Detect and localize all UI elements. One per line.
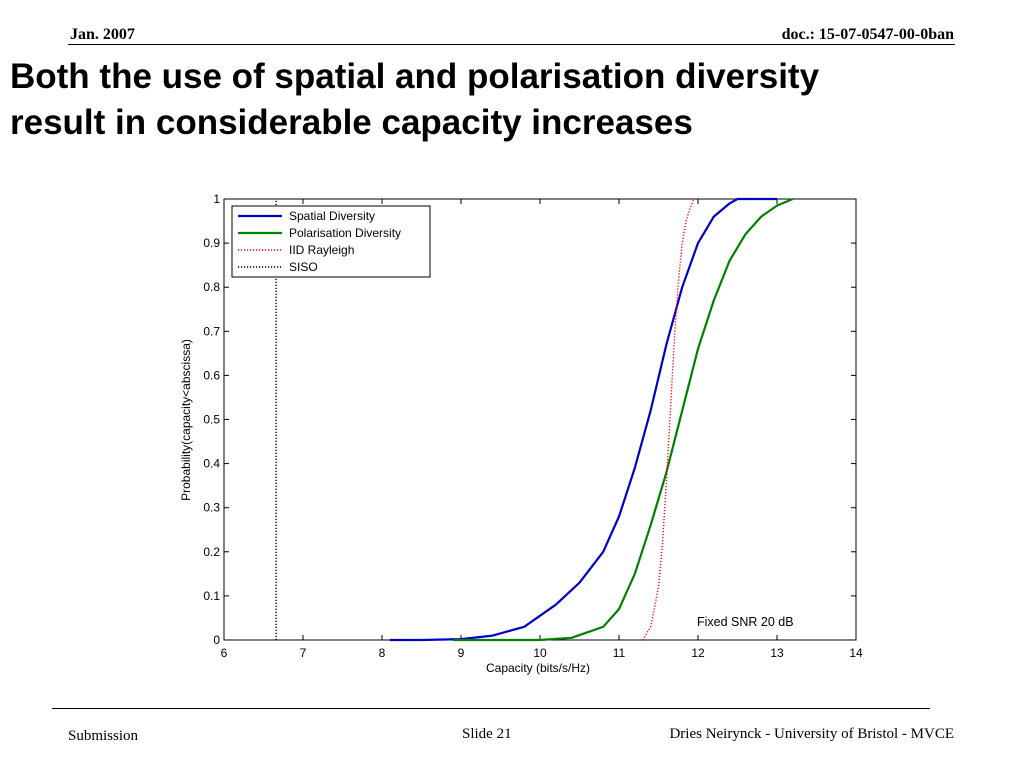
header-date: Jan. 2007	[70, 26, 135, 43]
header-rule	[68, 44, 955, 45]
x-tick-label: 12	[691, 646, 705, 660]
footer-submission: Submission	[68, 728, 139, 744]
y-tick-label: 0.5	[203, 413, 220, 427]
axis-ticks: 6 7 8 9 10 11 12 13 14 0 0.1 0.2 0.3 0.4 0.5 0.6 0.7 0.8 0…	[203, 192, 863, 660]
legend-entry: SISO	[289, 260, 318, 274]
legend-entry: Polarisation Diversity	[289, 226, 401, 240]
series-line-polarisation-diversity	[453, 197, 794, 642]
x-tick-label: 8	[379, 646, 386, 660]
x-tick-label: 13	[770, 646, 784, 660]
y-axis-label: Probability(capacity<abscissa)	[179, 339, 193, 501]
x-tick-label: 9	[458, 646, 465, 660]
x-tick-label: 14	[849, 646, 863, 660]
y-tick-label: 0.4	[203, 457, 220, 471]
y-tick-label: 0.1	[203, 589, 220, 603]
series-line-iid-rayleigh	[642, 198, 695, 641]
legend-entry: IID Rayleigh	[289, 243, 354, 257]
y-tick-label: 0.7	[203, 324, 220, 338]
legend-entry: Spatial Diversity	[289, 209, 375, 223]
snr-annotation: Fixed SNR 20 dB	[697, 615, 794, 629]
series-layer	[275, 197, 794, 642]
x-tick-label: 10	[533, 646, 547, 660]
x-tick-label: 11	[613, 646, 626, 660]
y-tick-label: 0.3	[203, 501, 220, 515]
slide-title-line-2: result in considerable capacity increase…	[10, 103, 693, 142]
y-tick-label: 1	[213, 192, 220, 206]
footer-rule	[52, 708, 930, 709]
y-tick-label: 0.9	[203, 236, 220, 250]
y-tick-label: 0.2	[203, 545, 220, 559]
x-tick-label: 6	[221, 646, 228, 660]
header-doc-id: doc.: 15-07-0547-00-0ban	[781, 26, 954, 43]
footer-author: Dries Neirynck - University of Bristol -…	[669, 726, 954, 742]
legend: Spatial Diversity Polarisation Diversity I…	[231, 205, 431, 278]
x-axis-label: Capacity (bits/s/Hz)	[486, 661, 590, 675]
x-tick-label: 7	[300, 646, 307, 660]
legend-box	[231, 205, 431, 278]
slide-title: Both the use of spatial and polarisation…	[10, 54, 1010, 146]
y-tick-label: 0.8	[203, 280, 220, 294]
y-tick-label: 0	[213, 633, 220, 647]
series-line-spatial-diversity	[389, 197, 777, 642]
y-tick-label: 0.6	[203, 368, 220, 382]
footer-slide-number: Slide 21	[462, 726, 512, 742]
slide-title-line-1: Both the use of spatial and polarisation…	[10, 57, 820, 96]
